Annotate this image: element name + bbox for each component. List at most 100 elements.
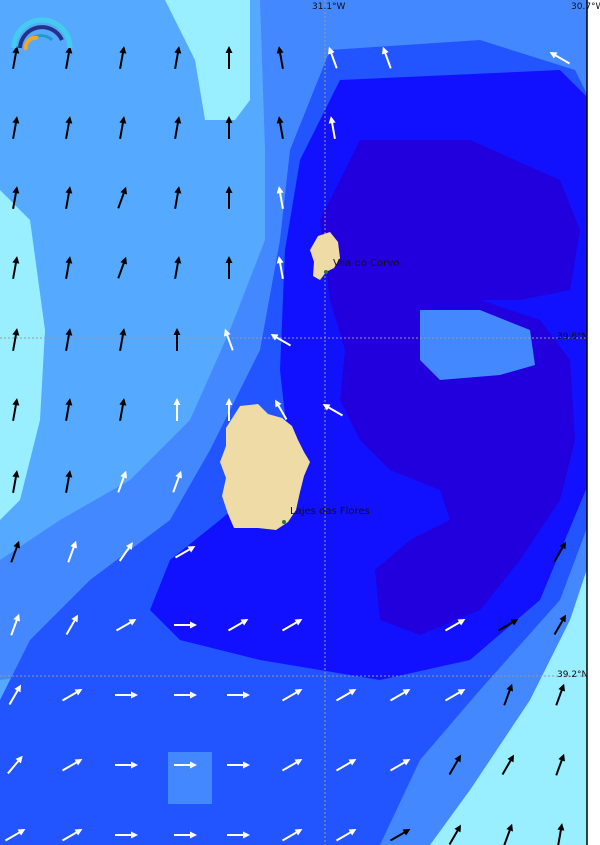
region-moderate bbox=[168, 752, 212, 804]
wind-arrow-icon bbox=[270, 334, 292, 347]
wind-arrow-icon bbox=[444, 689, 466, 702]
wind-arrow-icon bbox=[117, 186, 127, 209]
wind-arrow-icon bbox=[118, 542, 133, 562]
lat-label: 39.2°N bbox=[557, 670, 589, 680]
wind-arrow-icon bbox=[174, 761, 197, 769]
wind-arrow-icon bbox=[281, 829, 303, 842]
wind-arrow-icon bbox=[328, 116, 336, 140]
wind-arrow-icon bbox=[227, 691, 250, 699]
wind-arrow-icon bbox=[10, 613, 20, 636]
wind-arrow-icon bbox=[61, 829, 83, 842]
map-border bbox=[587, 0, 600, 845]
lon-label: 30.7°W bbox=[571, 2, 600, 12]
wind-arrow-icon bbox=[174, 546, 196, 559]
wind-arrow-icon bbox=[174, 256, 182, 280]
wind-arrow-icon bbox=[335, 689, 357, 702]
wind-arrow-icon bbox=[281, 689, 303, 702]
wind-arrow-icon bbox=[497, 619, 519, 632]
wind-arrow-icon bbox=[173, 398, 181, 421]
wind-arrow-icon bbox=[61, 689, 83, 702]
wind-arrow-icon bbox=[224, 328, 234, 351]
wind-arrow-icon bbox=[335, 829, 357, 842]
wind-arrow-icon bbox=[227, 831, 250, 839]
wind-arrow-icon bbox=[174, 691, 197, 699]
wind-arrow-icon bbox=[281, 619, 303, 632]
wind-arrow-icon bbox=[444, 619, 466, 632]
wind-arrow-icon bbox=[328, 46, 338, 69]
lat-label: 39.6°N bbox=[557, 332, 589, 342]
wind-arrow-icon bbox=[115, 831, 138, 839]
wind-arrow-icon bbox=[174, 116, 182, 140]
wind-arrow-icon bbox=[322, 404, 344, 417]
wind-arrow-icon bbox=[65, 398, 73, 422]
place-marker bbox=[282, 520, 286, 524]
wind-arrow-icon bbox=[553, 614, 566, 636]
region-moderate bbox=[420, 310, 535, 380]
region-very-light bbox=[165, 0, 250, 120]
wind-arrow-icon bbox=[12, 328, 20, 352]
wind-arrow-icon bbox=[12, 256, 20, 280]
wind-arrow-icon bbox=[227, 761, 250, 769]
wind-arrow-icon bbox=[65, 256, 73, 280]
wind-arrow-icon bbox=[65, 328, 73, 352]
region-very-light bbox=[430, 560, 590, 845]
island-corvo bbox=[310, 232, 340, 280]
wind-arrow-icon bbox=[67, 540, 77, 563]
wind-arrow-icon bbox=[173, 328, 181, 351]
wind-arrow-icon bbox=[276, 116, 284, 140]
wind-arrow-icon bbox=[117, 470, 127, 493]
wind-arrow-icon bbox=[389, 829, 411, 842]
place-label-vila-do-corvo[interactable]: Vila do Corvo bbox=[333, 258, 400, 269]
wind-arrow-icon bbox=[65, 470, 73, 494]
wind-arrow-icon bbox=[7, 755, 23, 775]
wind-arrow-icon bbox=[115, 619, 137, 632]
wind-arrow-icon bbox=[281, 759, 303, 772]
wind-arrow-icon bbox=[389, 689, 411, 702]
wind-arrow-icon bbox=[12, 46, 20, 70]
wind-arrow-icon bbox=[227, 619, 249, 632]
wind-arrow-icon bbox=[61, 759, 83, 772]
lon-label: 31.1°W bbox=[312, 2, 346, 12]
wind-arrow-icon bbox=[12, 398, 20, 422]
wind-arrow-icon bbox=[549, 52, 571, 65]
weather-arc-logo-icon bbox=[11, 17, 73, 51]
wind-arrow-icon bbox=[275, 399, 288, 421]
wind-arrow-icon bbox=[12, 186, 20, 210]
wind-arrow-icon bbox=[448, 754, 461, 776]
wind-arrow-icon bbox=[389, 759, 411, 772]
wind-arrow-icon bbox=[8, 684, 21, 706]
wind-arrow-icon bbox=[448, 824, 461, 845]
wind-arrow-icon bbox=[555, 753, 565, 776]
wind-arrow-icon bbox=[12, 116, 20, 140]
wind-arrow-icon bbox=[382, 46, 392, 69]
wind-arrow-icon bbox=[117, 256, 127, 279]
wind-arrow-icon bbox=[115, 691, 138, 699]
place-label-lajes-das-flores[interactable]: Lajes das Flores bbox=[290, 506, 370, 517]
wind-arrow-icon bbox=[65, 46, 73, 70]
wind-arrow-icon bbox=[276, 256, 284, 280]
wind-arrow-icon bbox=[65, 186, 73, 210]
wind-arrow-icon bbox=[503, 823, 513, 845]
island-flores bbox=[220, 404, 310, 530]
wind-arrow-icon bbox=[276, 186, 284, 210]
wind-arrow-icon bbox=[172, 470, 182, 493]
region-very-strong bbox=[320, 140, 580, 635]
wind-arrow-icon bbox=[4, 829, 26, 842]
wind-arrow-icon bbox=[119, 328, 127, 352]
wind-arrow-icon bbox=[225, 46, 233, 69]
wind-arrow-icon bbox=[174, 186, 182, 210]
wind-arrow-icon bbox=[119, 398, 127, 422]
place-marker bbox=[324, 270, 328, 274]
wind-arrow-icon bbox=[174, 831, 197, 839]
wind-arrow-icon bbox=[557, 823, 565, 845]
wind-arrow-icon bbox=[503, 683, 513, 706]
wind-arrow-icon bbox=[225, 186, 233, 209]
wind-arrow-icon bbox=[276, 46, 284, 70]
region-very-light bbox=[0, 190, 45, 520]
wind-arrow-icon bbox=[225, 398, 233, 421]
wind-arrow-icon bbox=[65, 116, 73, 140]
wind-arrow-icon bbox=[65, 614, 78, 636]
wind-arrow-icon bbox=[119, 116, 127, 140]
